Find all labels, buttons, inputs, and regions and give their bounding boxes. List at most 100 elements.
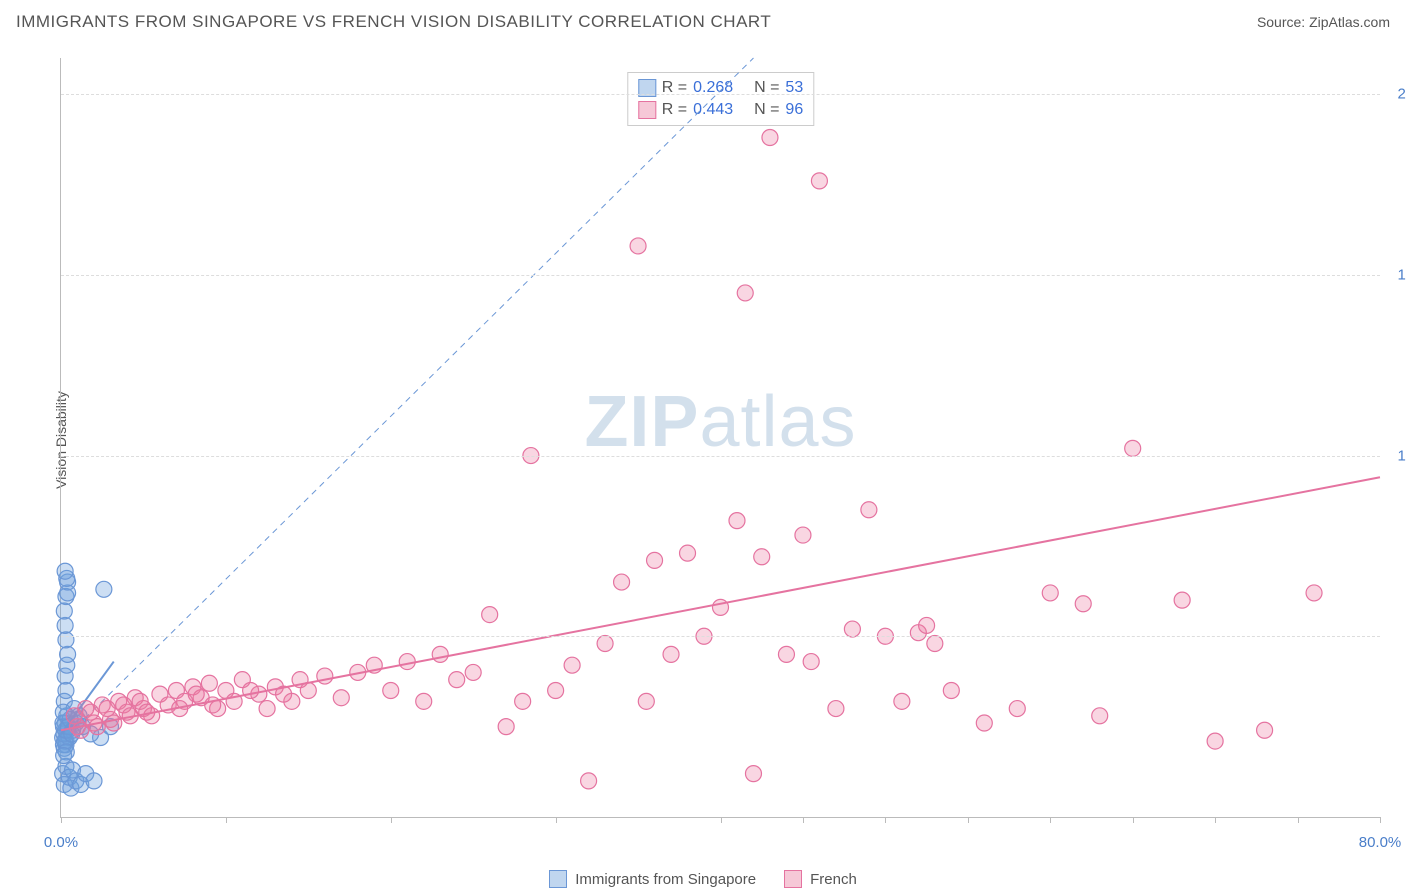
data-point-french: [745, 766, 761, 782]
x-tick: [1298, 817, 1299, 823]
data-point-french: [66, 708, 82, 724]
data-point-french: [1257, 722, 1273, 738]
data-point-french: [795, 527, 811, 543]
x-tick: [721, 817, 722, 823]
data-point-french: [89, 719, 105, 735]
data-point-french: [399, 654, 415, 670]
data-point-french: [416, 693, 432, 709]
plot-region: ZIPatlas R = 0.268 N = 53 R = 0.443 N = …: [60, 58, 1380, 818]
data-point-french: [861, 502, 877, 518]
data-point-french: [638, 693, 654, 709]
data-point-french: [259, 701, 275, 717]
gridline: [61, 636, 1380, 637]
data-point-french: [498, 719, 514, 735]
data-point-french: [1306, 585, 1322, 601]
data-point-french: [548, 683, 564, 699]
data-point-french: [754, 549, 770, 565]
gridline: [61, 94, 1380, 95]
data-point-french: [449, 672, 465, 688]
swatch-french-icon: [784, 870, 802, 888]
data-point-french: [943, 683, 959, 699]
x-tick: [556, 817, 557, 823]
data-point-french: [729, 513, 745, 529]
y-tick-label: 10.0%: [1397, 447, 1406, 464]
diagonal-dashed-line: [69, 58, 753, 734]
data-point-french: [828, 701, 844, 717]
data-point-french: [564, 657, 580, 673]
footer-legend: Immigrants from Singapore French: [0, 870, 1406, 888]
x-tick: [968, 817, 969, 823]
data-point-french: [811, 173, 827, 189]
data-point-french: [1009, 701, 1025, 717]
plot-svg: [61, 58, 1380, 817]
x-tick: [61, 817, 62, 823]
x-tick: [391, 817, 392, 823]
data-point-french: [201, 675, 217, 691]
data-point-french: [383, 683, 399, 699]
x-tick: [885, 817, 886, 823]
data-point-french: [976, 715, 992, 731]
data-point-french: [614, 574, 630, 590]
data-point-french: [581, 773, 597, 789]
gridline: [61, 275, 1380, 276]
y-tick-label: 20.0%: [1397, 86, 1406, 103]
gridline: [61, 456, 1380, 457]
data-point-singapore: [58, 683, 74, 699]
data-point-french: [927, 636, 943, 652]
x-tick-label: 80.0%: [1359, 834, 1402, 851]
data-point-singapore: [57, 563, 73, 579]
swatch-singapore-icon: [549, 870, 567, 888]
data-point-french: [630, 238, 646, 254]
data-point-french: [1075, 596, 1091, 612]
source-name: ZipAtlas.com: [1309, 14, 1390, 30]
footer-label-french: French: [810, 871, 857, 888]
footer-label-singapore: Immigrants from Singapore: [575, 871, 756, 888]
x-tick: [1050, 817, 1051, 823]
data-point-french: [894, 693, 910, 709]
x-tick: [1380, 817, 1381, 823]
data-point-french: [762, 130, 778, 146]
data-point-singapore: [60, 646, 76, 662]
source-attribution: Source: ZipAtlas.com: [1257, 14, 1390, 30]
data-point-french: [778, 646, 794, 662]
x-tick: [1133, 817, 1134, 823]
data-point-french: [106, 715, 122, 731]
source-prefix: Source:: [1257, 14, 1309, 30]
x-tick: [226, 817, 227, 823]
x-tick-label: 0.0%: [44, 834, 78, 851]
data-point-french: [1092, 708, 1108, 724]
chart-area: Vision Disability ZIPatlas R = 0.268 N =…: [50, 48, 1390, 832]
data-point-singapore: [57, 617, 73, 633]
x-tick: [1215, 817, 1216, 823]
data-point-french: [680, 545, 696, 561]
chart-title: IMMIGRANTS FROM SINGAPORE VS FRENCH VISI…: [16, 12, 771, 32]
data-point-french: [803, 654, 819, 670]
data-point-french: [482, 607, 498, 623]
data-point-french: [1174, 592, 1190, 608]
data-point-french: [333, 690, 349, 706]
data-point-french: [1042, 585, 1058, 601]
data-point-french: [188, 686, 204, 702]
x-tick: [803, 817, 804, 823]
data-point-singapore: [56, 603, 72, 619]
data-point-french: [737, 285, 753, 301]
footer-legend-singapore: Immigrants from Singapore: [549, 870, 756, 888]
data-point-french: [647, 552, 663, 568]
data-point-french: [663, 646, 679, 662]
data-point-french: [1207, 733, 1223, 749]
data-point-french: [83, 704, 99, 720]
y-tick-label: 15.0%: [1397, 266, 1406, 283]
data-point-singapore: [96, 581, 112, 597]
footer-legend-french: French: [784, 870, 857, 888]
data-point-singapore: [56, 748, 72, 764]
data-point-french: [432, 646, 448, 662]
data-point-french: [919, 617, 935, 633]
data-point-french: [515, 693, 531, 709]
data-point-singapore: [58, 632, 74, 648]
header: IMMIGRANTS FROM SINGAPORE VS FRENCH VISI…: [0, 0, 1406, 38]
data-point-french: [1125, 440, 1141, 456]
data-point-french: [243, 683, 259, 699]
data-point-french: [465, 664, 481, 680]
data-point-singapore: [86, 773, 102, 789]
data-point-french: [99, 701, 115, 717]
